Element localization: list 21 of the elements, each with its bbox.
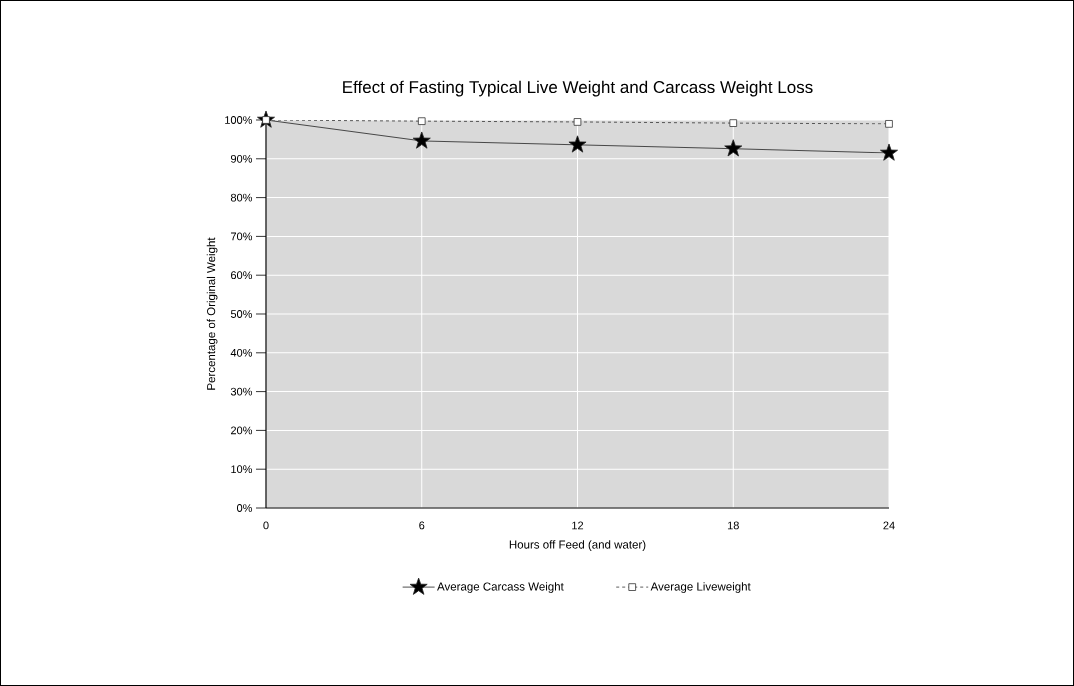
y-tick-label: 30% (230, 387, 253, 396)
y-tick-label: 50% (230, 310, 253, 318)
y-tick-label: 70% (231, 232, 253, 241)
chart-title: Effect of Fasting Typical Live Weight and Carcass Weight Loss (343, 80, 813, 97)
x-tick-label: 12 (572, 521, 584, 530)
y-tick-label: 0% (236, 504, 253, 512)
x-tick-label: 0 (263, 521, 269, 530)
y-tick-label: 40% (230, 348, 253, 357)
y-tick-label: 10% (231, 465, 253, 474)
y-tick-label: 100% (225, 116, 253, 124)
legend-label: Average Carcass Weight (437, 582, 564, 593)
x-tick-label: 6 (419, 521, 425, 530)
y-tick-label: 80% (230, 193, 253, 202)
x-tick-label: 18 (727, 521, 739, 530)
y-axis-title: Percentage of Original Weight (206, 237, 218, 390)
y-tick-label: 90% (230, 154, 253, 163)
y-tick-label: 20% (231, 426, 253, 435)
x-tick-label: 24 (883, 521, 895, 530)
y-tick-label: 60% (231, 271, 253, 280)
x-axis-title: Hours off Feed (and water) (509, 540, 646, 551)
legend-label: Average Liveweight (650, 582, 751, 593)
